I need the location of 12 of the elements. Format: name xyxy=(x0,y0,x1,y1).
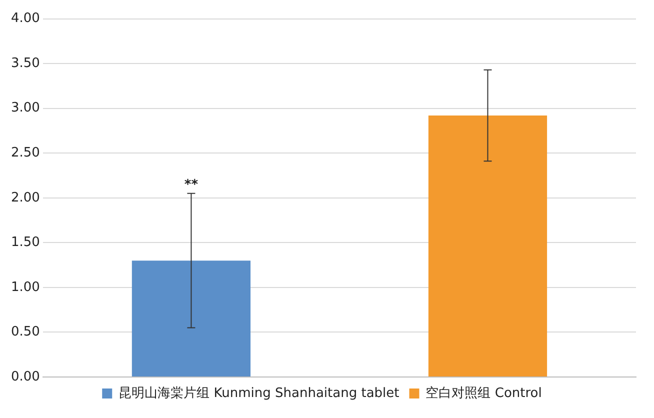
y-tick-label: 3.50 xyxy=(10,56,40,71)
y-tick-label: 2.00 xyxy=(10,190,40,206)
y-tick-label: 1.00 xyxy=(10,280,40,295)
y-tick-label: 2.50 xyxy=(10,146,40,160)
annotation: ** xyxy=(184,177,198,192)
legend-label: 昆明山海棠片组 Kunming Shanhaitang tablet xyxy=(118,386,400,401)
y-tick-label: 4.00 xyxy=(10,11,40,26)
y-tick-label: 3.00 xyxy=(10,100,40,116)
y-tick-label: 0.50 xyxy=(10,324,40,340)
y-tick-label: 0.00 xyxy=(10,369,40,384)
legend-label: 空白对照组 Control xyxy=(426,386,542,401)
y-tick-label: 1.50 xyxy=(10,235,40,250)
